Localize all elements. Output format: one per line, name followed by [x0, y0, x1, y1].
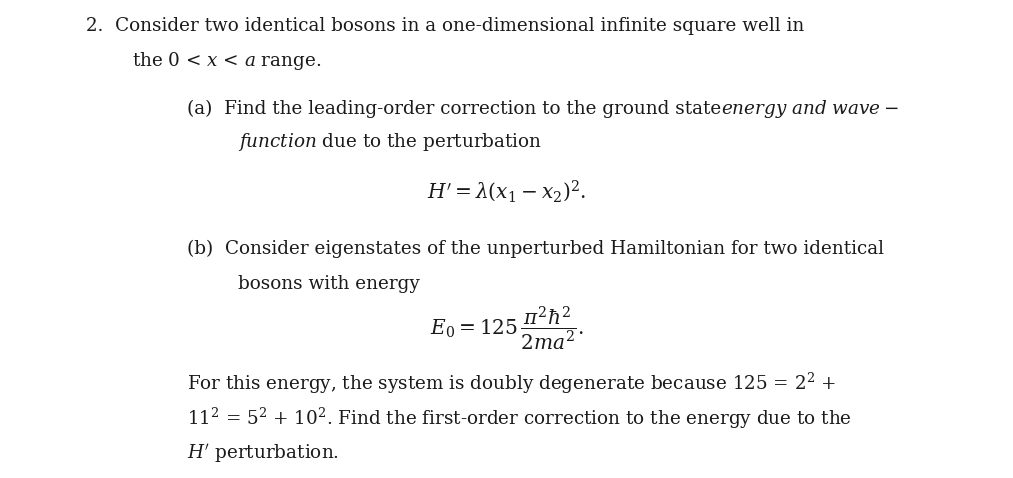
Text: For this energy, the system is doubly degenerate because 125 = 2$^2$ +: For this energy, the system is doubly de…	[187, 370, 837, 396]
Text: 11$^2$ = 5$^2$ + 10$^2$. Find the first-order correction to the energy due to th: 11$^2$ = 5$^2$ + 10$^2$. Find the first-…	[187, 405, 852, 431]
Text: $E_0 = 125\,\dfrac{\pi^2\hbar^2}{2ma^2}.$: $E_0 = 125\,\dfrac{\pi^2\hbar^2}{2ma^2}.…	[430, 304, 583, 352]
Text: $\mathit{function}$ due to the perturbation: $\mathit{function}$ due to the perturbat…	[238, 131, 542, 153]
Text: (b)  Consider eigenstates of the unperturbed Hamiltonian for two identical: (b) Consider eigenstates of the unpertur…	[187, 240, 884, 258]
Text: $H'$ perturbation.: $H'$ perturbation.	[187, 442, 339, 466]
Text: 2.  Consider two identical bosons in a one-dimensional infinite square well in: 2. Consider two identical bosons in a on…	[86, 17, 804, 35]
Text: $H' = \lambda(x_1 - x_2)^2.$: $H' = \lambda(x_1 - x_2)^2.$	[426, 178, 587, 204]
Text: bosons with energy: bosons with energy	[238, 275, 419, 293]
Text: the 0 < $x$ < $a$ range.: the 0 < $x$ < $a$ range.	[132, 50, 321, 72]
Text: $\mathit{energy\ and\ wave-}$: $\mathit{energy\ and\ wave-}$	[721, 98, 899, 120]
Text: (a)  Find the leading-order correction to the ground state: (a) Find the leading-order correction to…	[187, 99, 727, 118]
